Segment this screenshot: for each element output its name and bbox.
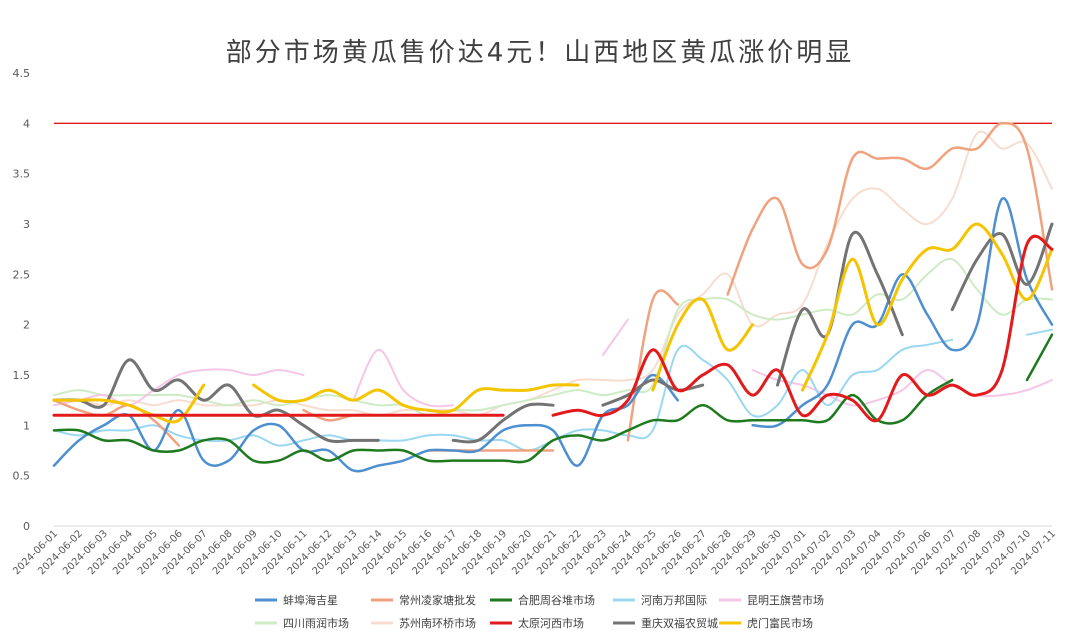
series-8 bbox=[52, 234, 1054, 423]
series-5 bbox=[53, 318, 1053, 408]
series-line bbox=[52, 378, 954, 464]
legend-label: 合肥周谷堆市场 bbox=[518, 593, 595, 607]
series-1 bbox=[52, 197, 1054, 473]
y-tick-label: 2 bbox=[23, 319, 30, 332]
series-line bbox=[252, 383, 580, 414]
series-line bbox=[751, 368, 1053, 407]
legend-label: 虎门富民市场 bbox=[747, 616, 813, 630]
series-line bbox=[352, 348, 455, 408]
series-10 bbox=[52, 222, 1054, 424]
series-line bbox=[801, 222, 1054, 392]
legend-label: 四川雨润市场 bbox=[283, 616, 349, 630]
legend-item: 四川雨润市场 bbox=[255, 616, 349, 630]
series-line bbox=[53, 257, 1053, 417]
legend-item: 重庆双福农贸城 bbox=[613, 616, 718, 630]
legend-item: 虎门富民市场 bbox=[719, 616, 813, 630]
x-axis-ticks: 2024-06-012024-06-022024-06-032024-06-04… bbox=[11, 528, 1058, 577]
y-tick-label: 4 bbox=[23, 117, 30, 130]
series-9 bbox=[52, 222, 1054, 444]
y-tick-label: 3.5 bbox=[13, 168, 31, 181]
series-line bbox=[950, 222, 1054, 312]
legend-item: 常州凌家塘批发 bbox=[371, 593, 476, 607]
legend-item: 河南万邦国际 bbox=[613, 594, 707, 607]
y-tick-label: 1.5 bbox=[13, 369, 31, 382]
y-tick-label: 3 bbox=[23, 218, 30, 231]
legend-item: 太原河西市场 bbox=[490, 616, 584, 630]
legend-item: 苏州南环桥市场 bbox=[371, 616, 476, 630]
y-axis-ticks: 0 0.5 1 1.5 2 2.5 3 3.5 4 4.5 bbox=[13, 67, 31, 533]
series-line bbox=[1026, 328, 1053, 336]
y-tick-label: 0 bbox=[23, 520, 30, 533]
x-tick-label: 2024-07-11 bbox=[1009, 528, 1058, 577]
series-line bbox=[651, 297, 755, 392]
series-line bbox=[53, 368, 305, 407]
series-line bbox=[52, 383, 206, 424]
legend-item: 合肥周谷堆市场 bbox=[490, 593, 595, 607]
series-line bbox=[751, 197, 1054, 429]
legend-label: 苏州南环桥市场 bbox=[399, 616, 476, 630]
legend-item: 蚌埠海吉星 bbox=[255, 593, 338, 607]
y-tick-label: 4.5 bbox=[13, 67, 31, 80]
y-tick-label: 2.5 bbox=[13, 268, 31, 281]
series-lines bbox=[52, 121, 1054, 473]
series-6 bbox=[53, 257, 1053, 417]
chart-title: 部分市场黄瓜售价达4元！山西地区黄瓜涨价明显 bbox=[225, 38, 855, 68]
series-line bbox=[776, 230, 904, 387]
series-line bbox=[1025, 333, 1054, 382]
legend-item: 昆明王旗营市场 bbox=[719, 593, 824, 607]
series-line bbox=[451, 402, 555, 444]
legend-label: 重庆双福农贸城 bbox=[641, 616, 718, 630]
legend-label: 太原河西市场 bbox=[518, 616, 584, 630]
series-line bbox=[52, 373, 680, 473]
y-tick-label: 0.5 bbox=[13, 470, 31, 483]
legend-label: 河南万邦国际 bbox=[641, 594, 707, 607]
series-line bbox=[551, 234, 1054, 423]
series-line bbox=[626, 289, 680, 442]
y-tick-label: 1 bbox=[23, 419, 30, 432]
series-3 bbox=[52, 333, 1054, 464]
legend-label: 常州凌家塘批发 bbox=[399, 593, 476, 607]
series-line bbox=[52, 358, 380, 443]
series-line bbox=[726, 121, 1054, 296]
series-line bbox=[601, 318, 629, 356]
series-line bbox=[52, 398, 181, 447]
legend-label: 昆明王旗营市场 bbox=[747, 593, 824, 607]
legend-label: 蚌埠海吉星 bbox=[283, 593, 338, 607]
